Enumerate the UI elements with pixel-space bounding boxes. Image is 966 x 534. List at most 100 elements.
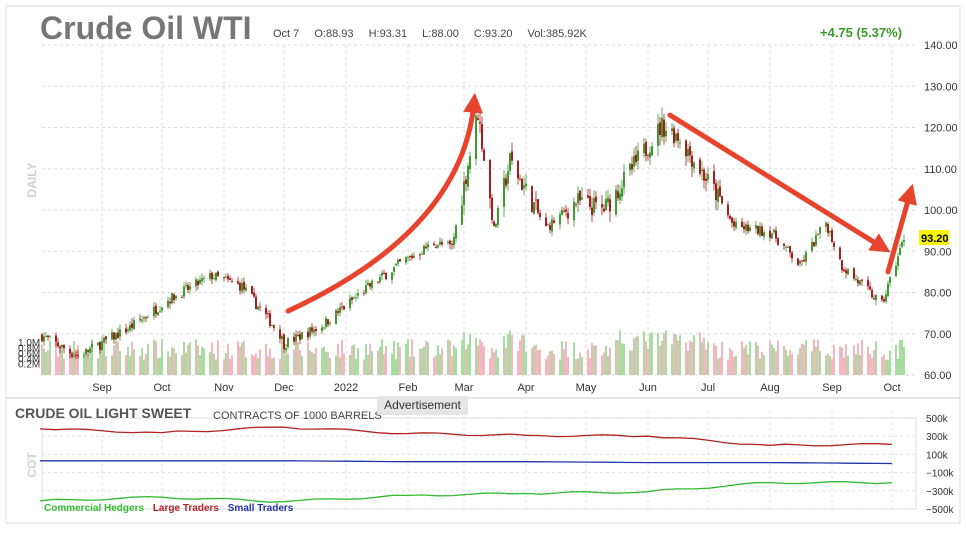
candle-body (421, 254, 423, 256)
volume-bar (703, 337, 705, 375)
volume-bar (197, 345, 199, 375)
candle-body (727, 204, 729, 216)
volume-bar (133, 349, 135, 375)
candle-body (309, 327, 311, 337)
volume-bar (321, 348, 323, 375)
candle-body (719, 186, 721, 197)
cot-y-tick: −100k (926, 469, 955, 480)
candle-body (685, 140, 687, 157)
candle-body (239, 283, 241, 291)
candle-body (573, 201, 575, 221)
candle-body (125, 328, 127, 333)
x-tick-label: Jul (701, 382, 715, 394)
volume-bar (897, 358, 899, 375)
cot-series-commercial-hedgers (39, 481, 893, 503)
volume-bar (231, 355, 233, 375)
candle-body (437, 245, 439, 248)
volume-bar (355, 359, 357, 375)
volume-bar (195, 339, 197, 375)
volume-bar (595, 345, 597, 375)
candle-body (253, 292, 255, 297)
volume-bar (271, 358, 273, 375)
candle-body (157, 312, 159, 316)
candle-body (251, 286, 253, 294)
x-tick-label: Dec (274, 382, 294, 394)
volume-bar (229, 359, 231, 375)
advertisement-button[interactable]: Advertisement (377, 396, 468, 415)
volume-bar (549, 351, 551, 375)
candle-body (609, 199, 611, 212)
volume-bar (537, 350, 539, 375)
volume-bar (175, 353, 177, 375)
candle-body (589, 196, 591, 208)
volume-bar (371, 351, 373, 375)
x-tick-label: Sep (822, 382, 842, 394)
volume-bar (313, 353, 315, 375)
volume-bar (637, 336, 639, 375)
volume-bar (635, 336, 637, 375)
candle-body (223, 277, 225, 278)
volume-bar (727, 359, 729, 375)
candle-body (45, 336, 47, 337)
volume-bar (889, 350, 891, 375)
volume-bar (397, 342, 399, 375)
volume-bar (839, 346, 841, 375)
candle-body (183, 286, 185, 297)
volume-bar (453, 345, 455, 375)
volume-bar (799, 348, 801, 375)
candle-body (899, 248, 901, 255)
volume-bar (61, 348, 63, 375)
volume-bar (609, 347, 611, 375)
candle-body (789, 246, 791, 253)
candle-body (391, 272, 393, 280)
volume-bar (465, 349, 467, 375)
candle-body (783, 243, 785, 246)
volume-bar (475, 337, 477, 375)
candle-body (533, 202, 535, 215)
candle-body (441, 241, 443, 245)
price-y-tick: 80.00 (924, 288, 952, 300)
volume-bar (507, 333, 509, 375)
volume-bar (203, 348, 205, 375)
candle-body (101, 341, 103, 351)
candle-body (833, 242, 835, 247)
candle-body (903, 240, 905, 242)
volume-bar (833, 344, 835, 375)
volume-bar (467, 344, 469, 375)
candle-body (631, 164, 633, 170)
candle-body (59, 346, 61, 349)
candle-body (689, 146, 691, 156)
volume-bar (327, 352, 329, 375)
volume-bar (679, 335, 681, 375)
candle-body (785, 246, 787, 248)
volume-bar (139, 356, 141, 375)
volume-bar (399, 347, 401, 375)
volume-bar (379, 346, 381, 375)
candle-body (519, 178, 521, 180)
candle-body (295, 334, 297, 341)
x-tick-label: Nov (214, 382, 234, 394)
candle-body (199, 279, 201, 284)
volume-bar (903, 346, 905, 375)
candle-body (559, 214, 561, 225)
volume-bar (601, 355, 603, 375)
candle-body (605, 199, 607, 211)
candle-body (799, 260, 801, 264)
candle-body (885, 294, 887, 302)
candle-body (775, 230, 777, 239)
volume-bar (309, 350, 311, 375)
volume-bar (771, 344, 773, 375)
candle-body (75, 354, 77, 356)
volume-bar (455, 348, 457, 375)
candle-body (483, 149, 485, 161)
volume-bar (101, 352, 103, 375)
candle-body (447, 242, 449, 244)
candle-body (453, 236, 455, 246)
volume-bar (315, 348, 317, 375)
volume-bar (755, 341, 757, 375)
candle-body (797, 258, 799, 265)
candle-body (325, 318, 327, 327)
volume-bar (99, 349, 101, 375)
volume-bar (859, 355, 861, 375)
candle-body (853, 268, 855, 279)
